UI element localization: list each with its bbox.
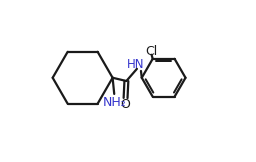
Text: O: O [121,98,131,111]
Text: Cl: Cl [145,45,157,58]
Text: HN: HN [127,58,145,71]
Text: NH₂: NH₂ [102,96,126,109]
